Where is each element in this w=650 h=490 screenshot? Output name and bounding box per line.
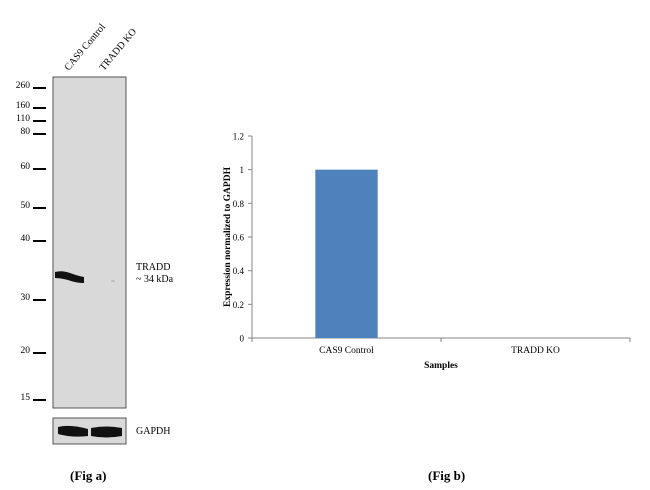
x-axis-title: Samples xyxy=(424,361,458,371)
fig-a-caption: (Fig a) xyxy=(70,468,107,483)
tradd-band-tradd-ko-faint xyxy=(111,280,115,282)
mw-marker-label: 15 xyxy=(20,393,31,403)
mw-marker-tick xyxy=(33,352,46,354)
y-tick-label: 0 xyxy=(240,334,245,344)
y-tick-label: 0.2 xyxy=(233,300,244,310)
mw-marker-tick xyxy=(33,87,46,89)
mw-marker-label: 110 xyxy=(16,114,30,124)
mw-marker-label: 20 xyxy=(20,346,31,356)
mw-marker-tick xyxy=(33,399,46,401)
gapdh-band-cas9-control xyxy=(58,425,88,437)
tradd-band-cas9-control xyxy=(55,271,84,283)
mw-marker-tick xyxy=(33,107,46,109)
mw-marker-label: 40 xyxy=(20,234,31,244)
gapdh-band-tradd-ko xyxy=(91,426,122,438)
mw-marker-label: 260 xyxy=(15,81,30,91)
target-protein-name: TRADD xyxy=(136,262,171,273)
y-tick-label: 0.8 xyxy=(233,199,245,209)
mw-marker-label: 160 xyxy=(15,101,30,111)
blot-membrane-graphic xyxy=(52,76,127,445)
mw-marker-label: 80 xyxy=(20,127,31,137)
y-tick-label: 0.4 xyxy=(233,266,245,276)
fig-b-caption: (Fig b) xyxy=(428,468,466,483)
mw-marker-label: 60 xyxy=(20,162,31,172)
y-tick-label: 1 xyxy=(240,165,245,175)
mw-marker-label: 50 xyxy=(20,201,31,211)
loading-control-label: GAPDH xyxy=(136,426,171,437)
x-category-label: CAS9 Control xyxy=(319,346,374,356)
main-blot-membrane xyxy=(52,76,127,409)
mw-marker-tick xyxy=(33,299,46,301)
mw-marker-tick xyxy=(33,240,46,242)
mw-marker-label: 30 xyxy=(20,293,31,303)
mw-marker-tick xyxy=(33,168,46,170)
y-tick-label: 0.6 xyxy=(233,233,245,243)
mw-marker-tick xyxy=(33,133,46,135)
y-axis-title: Expression normalized to GAPDH xyxy=(223,166,233,307)
y-tick-label: 1.2 xyxy=(233,132,244,142)
target-protein-size: ~ 34 kDa xyxy=(136,274,174,285)
x-category-label: TRADD KO xyxy=(511,346,560,356)
mw-marker-tick xyxy=(33,120,46,122)
target-protein-label: TRADD ~ 34 kDa xyxy=(136,262,173,286)
mw-marker-tick xyxy=(33,207,46,209)
bar-cas9-control xyxy=(315,169,378,338)
